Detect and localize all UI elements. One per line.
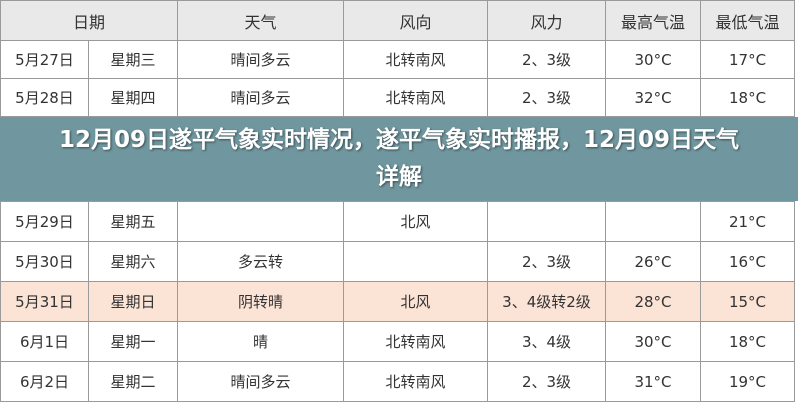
cell-wind-force	[487, 201, 606, 242]
cell-date: 6月1日	[0, 321, 89, 362]
cell-high-temp: 28°C	[605, 281, 701, 322]
cell-wind-direction: 北转南风	[343, 40, 489, 79]
cell-weather: 晴间多云	[177, 361, 344, 402]
cell-weekday: 星期五	[88, 201, 178, 242]
cell-wind-direction: 北转南风	[343, 78, 489, 117]
cell-wind-force: 2、3级	[487, 40, 607, 79]
cell-wind-force: 2、3级	[487, 78, 607, 117]
cell-wind-force: 3、4级转2级	[487, 281, 606, 322]
article-title: 12月09日遂平气象实时情况，遂平气象实时播报，12月09日天气详解	[58, 127, 740, 190]
cell-weekday: 星期三	[87, 40, 179, 79]
cell-wind-direction: 北风	[343, 201, 488, 242]
cell-date: 5月31日	[0, 281, 89, 322]
cell-weather: 晴间多云	[177, 40, 345, 79]
cell-wind-force: 3、4级	[487, 321, 606, 362]
cell-weather: 晴间多云	[177, 78, 345, 117]
cell-date: 5月27日	[0, 40, 89, 79]
cell-high-temp: 32°C	[605, 78, 702, 117]
header-weather: 天气	[177, 0, 345, 41]
cell-weather: 多云转	[177, 241, 344, 282]
cell-low-temp: 18°C	[700, 321, 795, 362]
table-row: 6月1日 星期一晴北转南风 3、4级 30°C 18°C	[0, 321, 795, 362]
table-row: 5月30日 星期六 多云转 2、3级 26°C 16°C	[0, 241, 795, 282]
header-low-temp: 最低气温	[700, 0, 796, 41]
cell-low-temp: 18°C	[700, 78, 796, 117]
cell-weather	[177, 201, 344, 242]
cell-weekday: 星期四	[87, 78, 179, 117]
cell-wind-direction: 北转南风	[343, 361, 488, 402]
cell-date: 6月2日	[0, 361, 89, 402]
cell-low-temp: 15°C	[700, 281, 795, 322]
cell-high-temp: 30°C	[605, 40, 702, 79]
cell-weather: 晴	[177, 321, 344, 362]
cell-date: 5月29日	[0, 201, 89, 242]
cell-weekday: 星期一	[88, 321, 178, 362]
header-high-temp: 最高气温	[605, 0, 702, 41]
cell-date: 5月30日	[0, 241, 89, 282]
table-row: 5月31日 星期日 阴转晴 北风 3、4级转2级 28°C 15°C	[0, 281, 795, 322]
cell-wind-direction	[343, 241, 488, 282]
cell-low-temp: 21°C	[700, 201, 795, 242]
cell-high-temp: 26°C	[605, 241, 701, 282]
cell-wind-direction: 北转南风	[343, 321, 488, 362]
cell-low-temp: 19°C	[700, 361, 795, 402]
cell-wind-force: 2、3级	[487, 361, 606, 402]
table-row: 5月28日 星期四 晴间多云 北转南风 2、3级 32°C 18°C	[0, 78, 796, 117]
header-date: 日期	[0, 0, 179, 41]
weather-table: 日期 天气 风向 风力 最高气温 最低气温 5月27日 星期三 晴间多云 北转南风 2、…	[0, 0, 796, 117]
cell-weather: 阴转晴	[177, 281, 344, 322]
table-row: 6月2日 星期二 晴间多云 北转南风 2、3级 31°C 19°C	[0, 361, 795, 402]
header-wind-direction: 风向	[343, 0, 489, 41]
title-overlay-band: 12月09日遂平气象实时情况，遂平气象实时播报，12月09日天气详解	[0, 117, 798, 201]
weather-table-continued: 5月29日 星期五 北风 21°C 5月30日 星期六 多云转 2、3级 26°C 16°C 5月3…	[0, 201, 795, 402]
cell-high-temp: 31°C	[605, 361, 701, 402]
cell-high-temp: 30°C	[605, 321, 701, 362]
cell-weekday: 星期二	[88, 361, 178, 402]
header-wind-force: 风力	[487, 0, 607, 41]
cell-low-temp: 17°C	[700, 40, 796, 79]
table-row: 5月29日 星期五 北风 21°C	[0, 201, 795, 242]
cell-wind-force: 2、3级	[487, 241, 606, 282]
table-header: 日期 天气 风向 风力 最高气温 最低气温	[0, 0, 796, 41]
table-row: 5月27日 星期三 晴间多云 北转南风 2、3级 30°C 17°C	[0, 40, 796, 79]
cell-wind-direction: 北风	[343, 281, 488, 322]
cell-weekday: 星期日	[88, 281, 178, 322]
cell-weekday: 星期六	[88, 241, 178, 282]
cell-high-temp	[605, 201, 701, 242]
cell-low-temp: 16°C	[700, 241, 795, 282]
cell-date: 5月28日	[0, 78, 89, 117]
